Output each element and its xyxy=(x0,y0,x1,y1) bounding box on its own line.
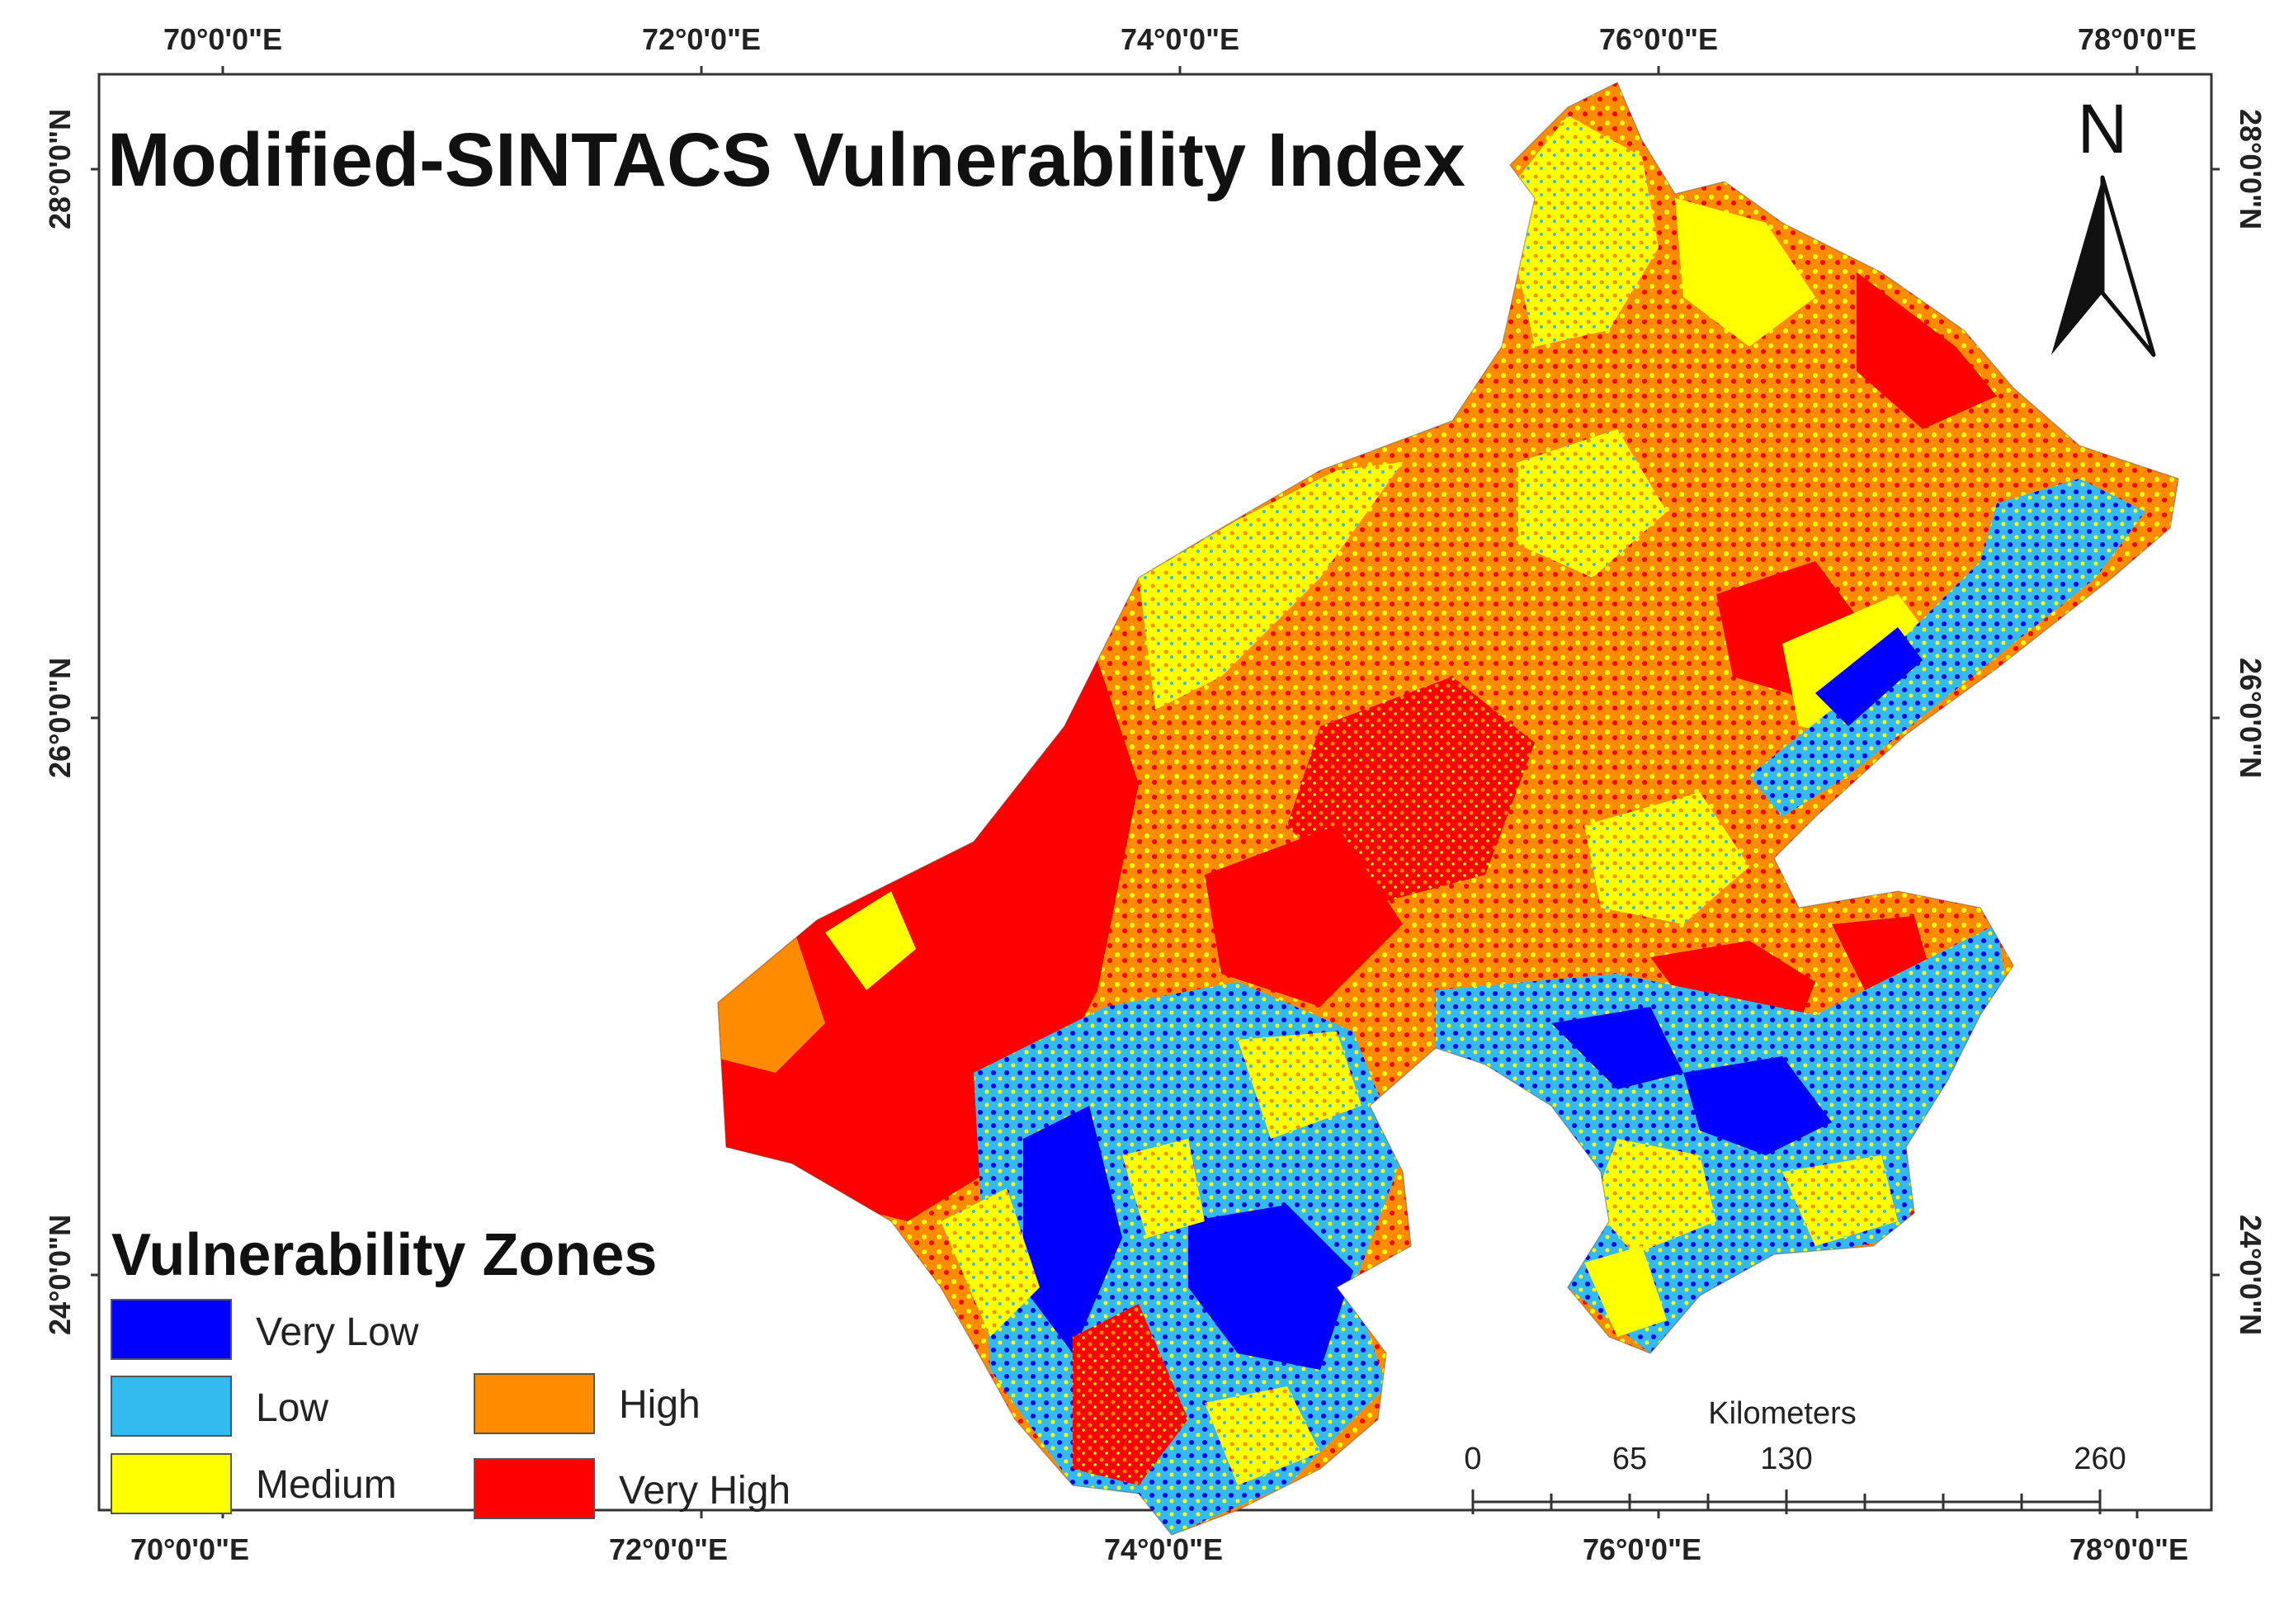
right-lat-label-24: 24°0'0"N xyxy=(2234,1215,2267,1335)
bottom-lon-label-72: 72°0'0"E xyxy=(609,1532,728,1566)
legend: Vulnerability Zones Very Low Low Medium … xyxy=(111,1222,790,1519)
legend-label-low: Low xyxy=(256,1386,328,1430)
legend-label-very-low: Very Low xyxy=(256,1310,419,1354)
north-label: N xyxy=(2078,90,2128,168)
top-lon-label-72: 72°0'0"E xyxy=(642,22,761,56)
legend-swatch-very-low xyxy=(111,1299,232,1360)
map-title: Modified-SINTACS Vulnerability Index xyxy=(107,118,1465,202)
legend-label-high: High xyxy=(619,1383,701,1427)
left-lat-label-24: 24°0'0"N xyxy=(43,1215,77,1335)
scale-label-260: 260 xyxy=(2074,1442,2126,1476)
left-lat-label-26: 26°0'0"N xyxy=(43,658,77,778)
frame-ticks xyxy=(91,66,2220,1518)
right-lat-label-26: 26°0'0"N xyxy=(2234,658,2267,778)
bottom-lon-label-76: 76°0'0"E xyxy=(1583,1532,1701,1566)
bottom-lon-label-78: 78°0'0"E xyxy=(2069,1532,2188,1566)
legend-swatch-low xyxy=(111,1376,232,1437)
legend-swatch-very-high xyxy=(474,1458,595,1519)
top-lon-label-76: 76°0'0"E xyxy=(1599,22,1718,56)
region-outline xyxy=(717,81,2179,1536)
legend-title: Vulnerability Zones xyxy=(111,1222,657,1288)
top-lon-label-70: 70°0'0"E xyxy=(163,22,282,56)
scale-label-130: 130 xyxy=(1760,1442,1812,1476)
legend-swatch-medium xyxy=(111,1453,232,1514)
north-arrow-icon: N xyxy=(2051,90,2156,357)
scale-unit-label: Kilometers xyxy=(1708,1396,1857,1431)
scale-label-0: 0 xyxy=(1464,1442,1481,1476)
bottom-lon-label-74: 74°0'0"E xyxy=(1104,1532,1223,1566)
bottom-lon-label-70: 70°0'0"E xyxy=(130,1532,249,1566)
vulnerability-region xyxy=(718,83,2178,1535)
scale-bar: Kilometers 0 65 130 260 xyxy=(1464,1396,2126,1514)
left-lat-label-28: 28°0'0"N xyxy=(43,109,77,229)
legend-label-very-high: Very High xyxy=(619,1469,790,1513)
legend-label-medium: Medium xyxy=(256,1463,397,1507)
legend-swatch-high xyxy=(474,1373,595,1434)
top-lon-label-78: 78°0'0"E xyxy=(2078,22,2197,56)
scale-label-65: 65 xyxy=(1612,1442,1647,1476)
right-lat-label-28: 28°0'0"N xyxy=(2234,109,2267,229)
top-lon-label-74: 74°0'0"E xyxy=(1121,22,1239,56)
